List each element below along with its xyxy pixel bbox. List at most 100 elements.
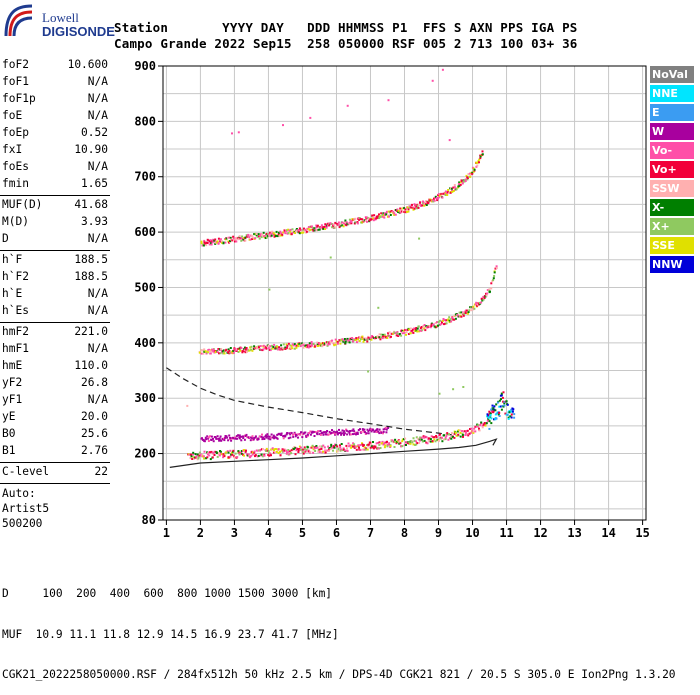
echo-point xyxy=(437,194,440,197)
echo-point xyxy=(503,404,506,407)
echo-point xyxy=(449,191,452,194)
echo-point xyxy=(287,342,290,345)
echo-point xyxy=(415,207,418,210)
echo-point xyxy=(479,424,482,427)
echo-point xyxy=(382,333,385,336)
echo-point xyxy=(201,437,203,440)
echo-point xyxy=(401,445,404,448)
echo-point xyxy=(249,436,251,439)
param-row: h`F 188.5 xyxy=(0,253,110,270)
echo-point xyxy=(249,456,252,458)
echo-point xyxy=(208,243,211,246)
echo-point xyxy=(464,310,467,313)
echo-point xyxy=(299,343,302,346)
echo-point xyxy=(200,352,203,355)
echo-point xyxy=(326,224,329,227)
echo-point xyxy=(463,312,466,315)
auto-version: 500200 xyxy=(2,517,43,530)
echo-point xyxy=(366,216,369,219)
echo-point xyxy=(396,332,399,335)
echo-point xyxy=(366,340,369,343)
echo-point xyxy=(439,194,442,196)
echo-point xyxy=(301,451,304,454)
echo-point xyxy=(344,219,347,222)
echo-point xyxy=(234,240,236,243)
y-tick-label: 80 xyxy=(142,513,156,527)
echo-point xyxy=(311,228,314,231)
echo-point xyxy=(381,215,384,218)
echo-point xyxy=(207,350,210,353)
echo-point xyxy=(211,241,214,244)
param-label: hmE xyxy=(2,359,23,372)
echo-point xyxy=(510,413,513,416)
echo-point xyxy=(436,199,439,202)
echo-point xyxy=(317,430,320,433)
echo-point xyxy=(463,180,466,183)
echo-point xyxy=(254,237,257,240)
echo-point xyxy=(358,340,361,342)
echo-point xyxy=(327,445,330,448)
echo-point xyxy=(510,408,513,411)
echo-point xyxy=(377,216,379,219)
echo-point xyxy=(290,449,293,452)
echo-points xyxy=(186,68,516,461)
echo-point xyxy=(190,455,193,458)
echo-point xyxy=(458,181,461,184)
echo-point xyxy=(279,454,282,457)
echo-point xyxy=(305,344,308,347)
echo-point xyxy=(346,449,349,452)
auto-label: Auto: xyxy=(2,487,36,500)
echo-point xyxy=(445,433,448,436)
echo-point xyxy=(448,433,450,436)
echo-point xyxy=(505,413,508,416)
echo-point xyxy=(364,216,367,219)
param-row: fmin 1.65 xyxy=(0,177,110,194)
param-value: 188.5 xyxy=(74,270,108,283)
echo-point xyxy=(503,400,506,403)
echo-point xyxy=(405,328,408,331)
legend-item-sse: SSE xyxy=(650,237,694,254)
distance-row: D 100 200 400 600 800 1000 1500 3000 [km… xyxy=(2,587,333,600)
param-row: B0 25.6 xyxy=(0,427,110,444)
param-row: fxI 10.90 xyxy=(0,143,110,160)
echo-point xyxy=(307,227,310,230)
echo-point xyxy=(275,450,278,453)
echo-point xyxy=(437,439,440,442)
echo-point xyxy=(210,243,213,246)
echo-point xyxy=(376,442,379,444)
echo-point xyxy=(270,233,273,235)
echo-point xyxy=(269,438,272,441)
echo-point xyxy=(345,221,348,224)
echo-point xyxy=(242,435,245,438)
echo-point xyxy=(287,228,290,231)
echo-point xyxy=(208,350,211,353)
echo-point xyxy=(422,200,424,203)
echo-point xyxy=(378,432,381,435)
echo-point xyxy=(313,447,316,450)
echo-point xyxy=(237,450,240,453)
echo-point xyxy=(265,347,268,350)
echo-point xyxy=(224,241,227,244)
echo-point xyxy=(357,444,360,447)
echo-point xyxy=(486,292,489,295)
echo-point xyxy=(372,219,375,222)
echo-point xyxy=(489,290,491,293)
echo-point xyxy=(337,223,340,226)
echo-point xyxy=(477,160,480,163)
echo-point xyxy=(412,206,415,209)
echo-point xyxy=(336,341,339,343)
param-row: hmF2 221.0 xyxy=(0,325,110,342)
echo-point xyxy=(453,184,456,186)
echo-point xyxy=(476,304,479,307)
echo-point xyxy=(431,199,434,201)
echo-point xyxy=(297,449,300,452)
echo-point xyxy=(300,342,303,345)
echo-point xyxy=(342,340,345,343)
echo-point xyxy=(210,439,213,441)
echo-point xyxy=(490,287,493,290)
echo-point xyxy=(500,394,503,397)
echo-point xyxy=(312,226,315,229)
echo-point xyxy=(472,308,475,311)
echo-point xyxy=(356,433,359,435)
legend-item-noval: NoVal xyxy=(650,66,694,83)
